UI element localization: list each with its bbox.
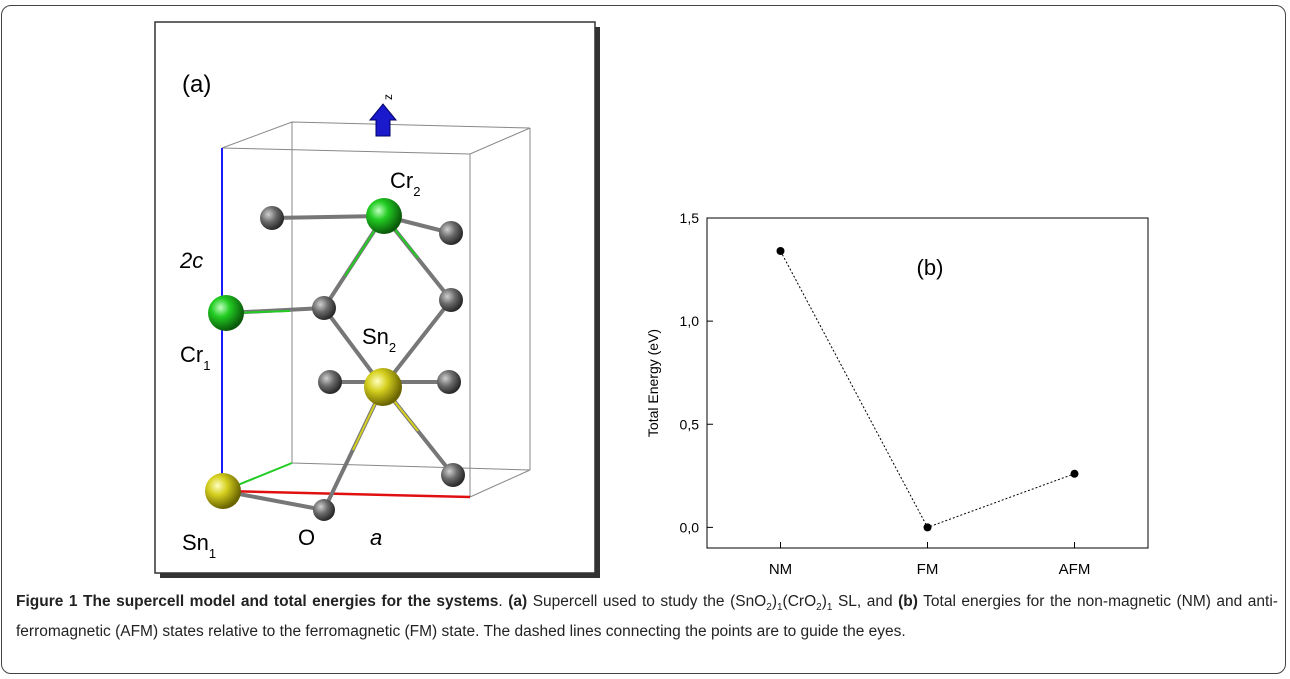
y-tick-label: 1,0 — [680, 313, 700, 329]
z-label: z — [381, 94, 395, 100]
x-tick-label: AFM — [1059, 561, 1091, 578]
atom-sn1 — [205, 473, 241, 509]
o-label: O — [298, 525, 315, 550]
atom-cr1 — [208, 295, 244, 331]
page: z (a) 2c O a Cr2 Cr1 Sn2 Sn1 (b) Total E… — [0, 0, 1290, 679]
panel-a: z (a) 2c O a Cr2 Cr1 Sn2 Sn1 — [155, 22, 600, 578]
a-label: a — [370, 525, 382, 550]
figure: z (a) 2c O a Cr2 Cr1 Sn2 Sn1 (b) Total E… — [0, 0, 1290, 590]
data-point — [1071, 470, 1079, 478]
atom-sn2 — [364, 368, 402, 406]
data-line — [781, 251, 1075, 527]
caption: Figure 1 The supercell model and total e… — [16, 590, 1278, 644]
panel-b: (b) Total Energy (eV) 0,0 0,5 1,0 1,5 NM FM AF… — [645, 210, 1148, 578]
panel-label: (a) — [182, 71, 211, 98]
data-point — [777, 247, 785, 255]
y-tick-label: 0,5 — [680, 416, 700, 432]
caption-text: (CrO — [783, 593, 817, 610]
y-tick-label: 1,5 — [680, 210, 700, 226]
caption-text: . — [498, 593, 508, 610]
x-tick-label: NM — [769, 561, 792, 578]
caption-text: (b) — [898, 593, 918, 610]
caption-text: SL, and — [832, 593, 898, 610]
x-tick-label: FM — [917, 561, 939, 578]
annotation: (b) — [917, 255, 944, 280]
caption-title: Figure 1 The supercell model and total e… — [16, 593, 498, 610]
y-axis-label: Total Energy (eV) — [645, 329, 661, 437]
data-point — [924, 523, 932, 531]
c-label: 2c — [179, 248, 203, 273]
y-tick-label: 0,0 — [680, 519, 700, 535]
caption-text: (a) — [508, 593, 527, 610]
atom-cr2 — [366, 198, 402, 234]
caption-text: Supercell used to study the (SnO — [527, 593, 766, 610]
